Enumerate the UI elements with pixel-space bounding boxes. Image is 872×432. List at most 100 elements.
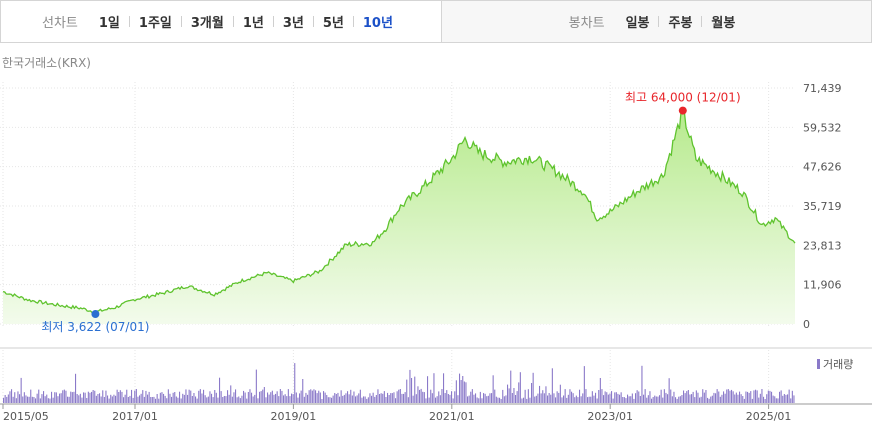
volume-bar [359, 389, 361, 403]
volume-bar [300, 390, 302, 403]
volume-bar [566, 397, 568, 403]
volume-bar [180, 398, 182, 403]
volume-bar [73, 391, 75, 403]
volume-bar [6, 396, 8, 403]
volume-bar [12, 396, 14, 403]
volume-bar [54, 392, 56, 403]
volume-bar [217, 397, 219, 403]
volume-bar [513, 388, 515, 403]
volume-bar [134, 390, 136, 403]
volume-bar [495, 396, 497, 403]
volume-bar [407, 397, 409, 403]
volume-bar [105, 390, 107, 403]
volume-bar [502, 389, 504, 403]
volume-bar [564, 389, 566, 403]
volume-bar [473, 394, 475, 403]
volume-bar [551, 368, 553, 403]
volume-bar [337, 392, 339, 403]
tab-separator [701, 16, 703, 27]
volume-bar [707, 397, 709, 403]
volume-bar [732, 391, 734, 403]
volume-bar [23, 392, 25, 403]
volume-bar [505, 395, 507, 403]
volume-bar [463, 381, 465, 403]
volume-bar [268, 394, 270, 403]
volume-bar [107, 395, 109, 403]
volume-bar [191, 396, 193, 403]
volume-bar [777, 398, 779, 403]
volume-bar [639, 396, 641, 403]
volume-bar [436, 396, 438, 403]
volume-bar [52, 397, 54, 403]
period-tab-3[interactable]: 1년 [242, 16, 264, 31]
volume-bar [83, 392, 85, 403]
volume-bar [19, 394, 21, 403]
volume-bar [305, 392, 307, 403]
tab-separator [658, 16, 660, 27]
volume-bar [750, 391, 752, 403]
volume-bar [743, 398, 745, 403]
candle-tab-2[interactable]: 월봉 [711, 16, 736, 31]
volume-bar [444, 393, 446, 403]
volume-bar [151, 397, 153, 403]
volume-bar [383, 391, 385, 403]
volume-bar [747, 391, 749, 403]
volume-bar [412, 395, 414, 403]
volume-bar [11, 389, 13, 403]
volume-bar [273, 394, 275, 403]
volume-bar [401, 393, 403, 403]
volume-bar [131, 389, 133, 403]
volume-bar [479, 391, 481, 403]
volume-bar [508, 388, 510, 403]
volume-bar [449, 394, 451, 403]
volume-bar [740, 394, 742, 403]
volume-bar [127, 397, 129, 403]
volume-bar [414, 376, 416, 403]
period-tab-1[interactable]: 1주일 [138, 16, 172, 31]
volume-bar [559, 384, 561, 403]
period-tab-4[interactable]: 3년 [282, 16, 304, 31]
volume-bar [471, 389, 473, 403]
candle-tab-1[interactable]: 주봉 [668, 16, 693, 31]
volume-bar [518, 382, 520, 403]
volume-bar [609, 393, 611, 403]
volume-bar [271, 390, 273, 403]
period-tab-0[interactable]: 1일 [98, 16, 120, 31]
volume-bar [447, 394, 449, 403]
tab-separator [272, 16, 274, 27]
volume-bar [774, 396, 776, 403]
volume-bar [531, 383, 533, 403]
volume-bar [721, 394, 723, 403]
max-label: 최고 [625, 91, 647, 105]
volume-bar [175, 396, 177, 403]
volume-bar [135, 389, 137, 403]
y-tick-label: 35,719 [803, 200, 842, 213]
volume-bar [430, 389, 432, 403]
volume-bar [263, 387, 265, 403]
volume-bar [310, 389, 312, 403]
volume-bar [612, 398, 614, 403]
period-tab-6[interactable]: 10년 [362, 16, 393, 31]
volume-bar [665, 392, 667, 403]
volume-bar [588, 396, 590, 403]
period-tab-2[interactable]: 3개월 [190, 16, 224, 31]
volume-bar [753, 390, 755, 403]
volume-bar [497, 397, 499, 403]
volume-bar [233, 392, 235, 403]
volume-bar [524, 389, 526, 403]
volume-bar [606, 392, 608, 403]
candle-tab-0[interactable]: 일봉 [625, 16, 650, 31]
volume-bar [334, 393, 336, 403]
volume-bar [95, 395, 97, 403]
volume-bar [555, 397, 557, 403]
period-tab-5[interactable]: 5년 [322, 16, 344, 31]
volume-bar [516, 391, 518, 403]
volume-bar [780, 390, 782, 403]
volume-bar [718, 391, 720, 403]
volume-bar [526, 398, 528, 403]
volume-bar [97, 394, 99, 403]
volume-bar [503, 396, 505, 403]
volume-bar [647, 395, 649, 403]
max-value: 64,000 [647, 91, 693, 105]
